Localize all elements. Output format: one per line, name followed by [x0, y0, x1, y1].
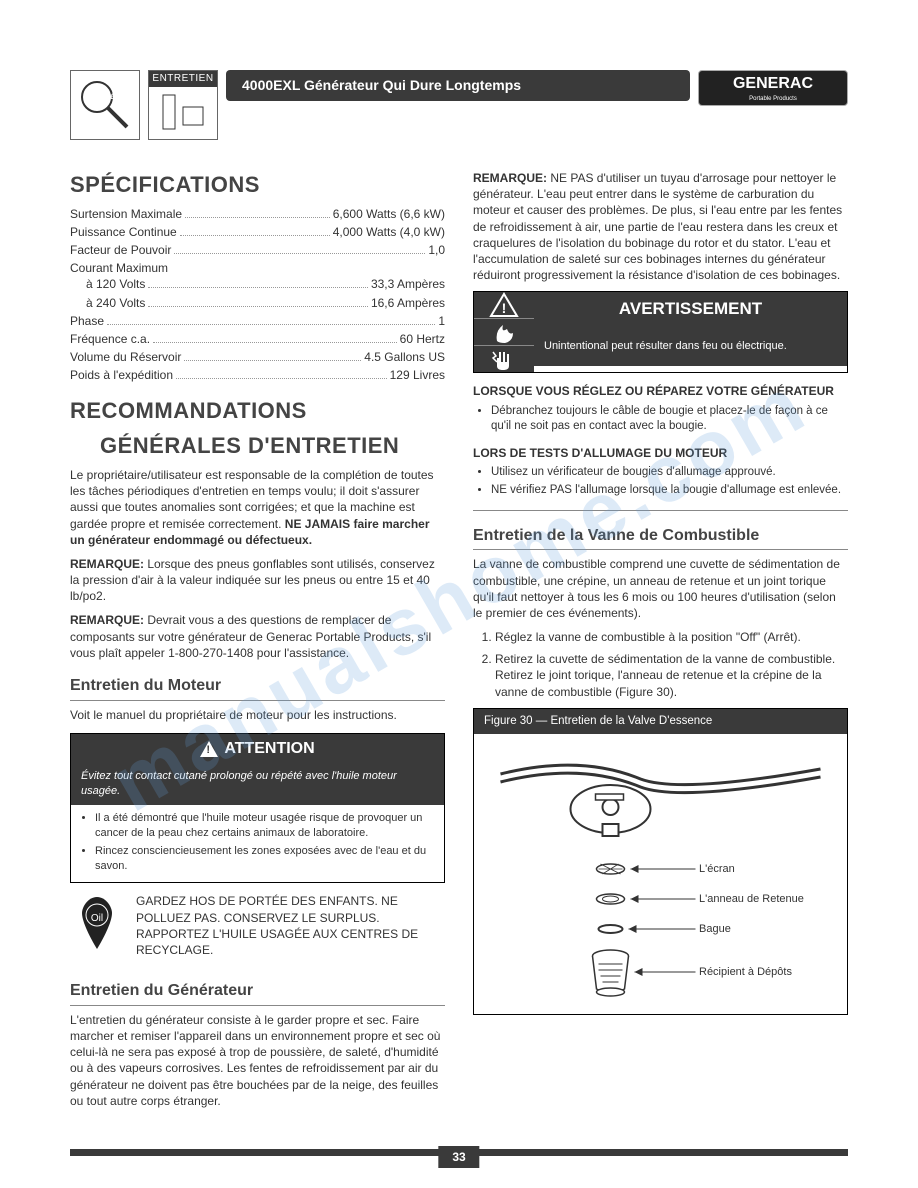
remarque-label: REMARQUE:	[473, 171, 547, 185]
alert-triangle-icon: !	[474, 292, 534, 319]
step-item: Réglez la vanne de combustible à la posi…	[495, 629, 848, 645]
recommend-heading-2: GÉNÉRALES D'ENTRETIEN	[70, 431, 445, 461]
remarque-1: REMARQUE: Lorsque des pneus gonflables s…	[70, 556, 445, 605]
header-icon-magnifier: CARACTÉRISTIQUES	[70, 70, 140, 140]
attention-header: ATTENTION	[71, 734, 444, 764]
fig-label-screen: L'écran	[699, 862, 735, 877]
header-tab-entretien: ENTRETIEN	[148, 70, 218, 140]
spec-current-label: Courant Maximum	[70, 260, 445, 276]
spec-label: à 240 Volts	[86, 295, 145, 311]
spec-row: à 240 Volts 16,6 Ampères	[70, 295, 445, 311]
brand-main: GENERAC	[733, 73, 813, 95]
brand-logo: GENERAC Portable Products	[698, 70, 848, 106]
figure-body: L'écran L'anneau de Retenue Bague Récipi…	[474, 734, 847, 1014]
spec-value: 60 Hertz	[400, 331, 445, 347]
spec-value: 4,000 Watts (4,0 kW)	[333, 224, 445, 240]
spec-row: Volume du Réservoir 4.5 Gallons US	[70, 349, 445, 365]
attention-bullet: Il a été démontré que l'huile moteur usa…	[95, 811, 434, 841]
spec-label: Puissance Continue	[70, 224, 177, 240]
spec-value: 33,3 Ampères	[371, 276, 445, 292]
spec-value: 4.5 Gallons US	[364, 349, 445, 365]
spec-label: Volume du Réservoir	[70, 349, 181, 365]
fuel-heading: Entretien de la Vanne de Combustible	[473, 525, 848, 551]
hand-shock-icon	[474, 346, 534, 372]
recycle-text: GARDEZ HOS DE PORTÉE DES ENFANTS. NE POL…	[136, 893, 445, 958]
adjust-heading-2: LORS DE TESTS D'ALLUMAGE DU MOTEUR	[473, 445, 848, 461]
list-item: Utilisez un vérificateur de bougies d'al…	[491, 465, 848, 481]
spec-label: Surtension Maximale	[70, 206, 182, 222]
svg-text:!: !	[502, 300, 507, 316]
header-tab-label: ENTRETIEN	[149, 71, 217, 87]
spec-value: 1	[438, 313, 445, 329]
adjust-list-2: Utilisez un vérificateur de bougies d'al…	[473, 465, 848, 511]
attention-list: Il a été démontré que l'huile moteur usa…	[71, 805, 444, 882]
spec-label: Facteur de Pouvoir	[70, 242, 171, 258]
remarque-text: NE PAS d'utiliser un tuyau d'arrosage po…	[473, 171, 842, 282]
right-remarque: REMARQUE: NE PAS d'utiliser un tuyau d'a…	[473, 170, 848, 283]
step-item: Retirez la cuvette de sédimentation de l…	[495, 651, 848, 700]
recycle-icon: Oil	[70, 893, 124, 961]
brand-sub: Portable Products	[749, 95, 797, 103]
generator-para: L'entretien du générateur consiste à le …	[70, 1012, 445, 1109]
spec-label: à 120 Volts	[86, 276, 145, 292]
figure-30: Figure 30 — Entretien de la Valve D'esse…	[473, 708, 848, 1016]
attention-title: ATTENTION	[224, 738, 314, 760]
fig-label-oring: Bague	[699, 922, 731, 937]
figure-title: Figure 30 — Entretien de la Valve D'esse…	[474, 709, 847, 735]
spec-label: Fréquence c.a.	[70, 331, 150, 347]
adjust-heading-1: LORSQUE VOUS RÉGLEZ OU RÉPAREZ VOTRE GÉN…	[473, 383, 848, 399]
spec-row: Facteur de Pouvoir 1,0	[70, 242, 445, 258]
fuel-steps: Réglez la vanne de combustible à la posi…	[473, 629, 848, 700]
avert-title: AVERTISSEMENT	[619, 298, 762, 321]
svg-text:Oil: Oil	[91, 913, 103, 924]
header-bar: CARACTÉRISTIQUES ENTRETIEN 4000EXL Génér…	[70, 70, 848, 140]
engine-heading: Entretien du Moteur	[70, 675, 445, 701]
alert-triangle-icon	[200, 741, 218, 757]
page-title-bar: 4000EXL Générateur Qui Dure Longtemps	[226, 70, 690, 101]
avert-header: AVERTISSEMENT	[534, 292, 847, 327]
fig-label-cup: Récipient à Dépôts	[699, 965, 792, 980]
spec-row: Surtension Maximale 6,600 Watts (6,6 kW)	[70, 206, 445, 222]
spec-value: 1,0	[428, 242, 445, 258]
recommend-heading-1: RECOMMANDATIONS	[70, 396, 445, 426]
spec-row: Puissance Continue 4,000 Watts (4,0 kW)	[70, 224, 445, 240]
right-column: REMARQUE: NE PAS d'utiliser un tuyau d'a…	[473, 170, 848, 1117]
spec-row: Fréquence c.a. 60 Hertz	[70, 331, 445, 347]
attention-bullet: Rincez consciencieusement les zones expo…	[95, 844, 434, 874]
recommend-para: Le propriétaire/utilisateur est responsa…	[70, 467, 445, 548]
generator-heading: Entretien du Générateur	[70, 980, 445, 1006]
fire-icon	[474, 319, 534, 346]
spec-value: 129 Livres	[390, 367, 445, 383]
list-item: Débranchez toujours le câble de bougie e…	[491, 404, 848, 435]
spec-label: Phase	[70, 313, 104, 329]
avert-body: Unintentional peut résulter dans feu ou …	[534, 327, 847, 366]
spec-label: Poids à l'expédition	[70, 367, 173, 383]
spec-row: Poids à l'expédition 129 Livres	[70, 367, 445, 383]
spec-heading: SPÉCIFICATIONS	[70, 170, 445, 200]
engine-para: Voit le manuel du propriétaire de moteur…	[70, 707, 445, 723]
spec-row: à 120 Volts 33,3 Ampères	[70, 276, 445, 292]
left-column: SPÉCIFICATIONS Surtension Maximale 6,600 …	[70, 170, 445, 1117]
spec-value: 6,600 Watts (6,6 kW)	[333, 206, 445, 222]
avertissement-box: ! AVERTISSEMENT Unintentional peut résul…	[473, 291, 848, 373]
adjust-list-1: Débranchez toujours le câble de bougie e…	[473, 404, 848, 435]
warn-icons: !	[474, 292, 534, 372]
recycle-block: Oil GARDEZ HOS DE PORTÉE DES ENFANTS. NE…	[70, 893, 445, 966]
remarque-label: REMARQUE:	[70, 557, 144, 571]
remarque-label: REMARQUE:	[70, 613, 144, 627]
svg-text:CARACTÉRISTIQUES: CARACTÉRISTIQUES	[85, 93, 135, 101]
spec-value: 16,6 Ampères	[371, 295, 445, 311]
fuel-para: La vanne de combustible comprend une cuv…	[473, 556, 848, 621]
attention-bar: Évitez tout contact cutané prolongé ou r…	[71, 763, 444, 805]
attention-box: ATTENTION Évitez tout contact cutané pro…	[70, 733, 445, 884]
spec-row: Phase 1	[70, 313, 445, 329]
list-item: NE vérifiez PAS l'allumage lorsque la bo…	[491, 483, 848, 499]
remarque-2: REMARQUE: Devrait vous a des questions d…	[70, 612, 445, 661]
page-number: 33	[438, 1146, 479, 1168]
fig-label-ring: L'anneau de Retenue	[699, 892, 804, 907]
